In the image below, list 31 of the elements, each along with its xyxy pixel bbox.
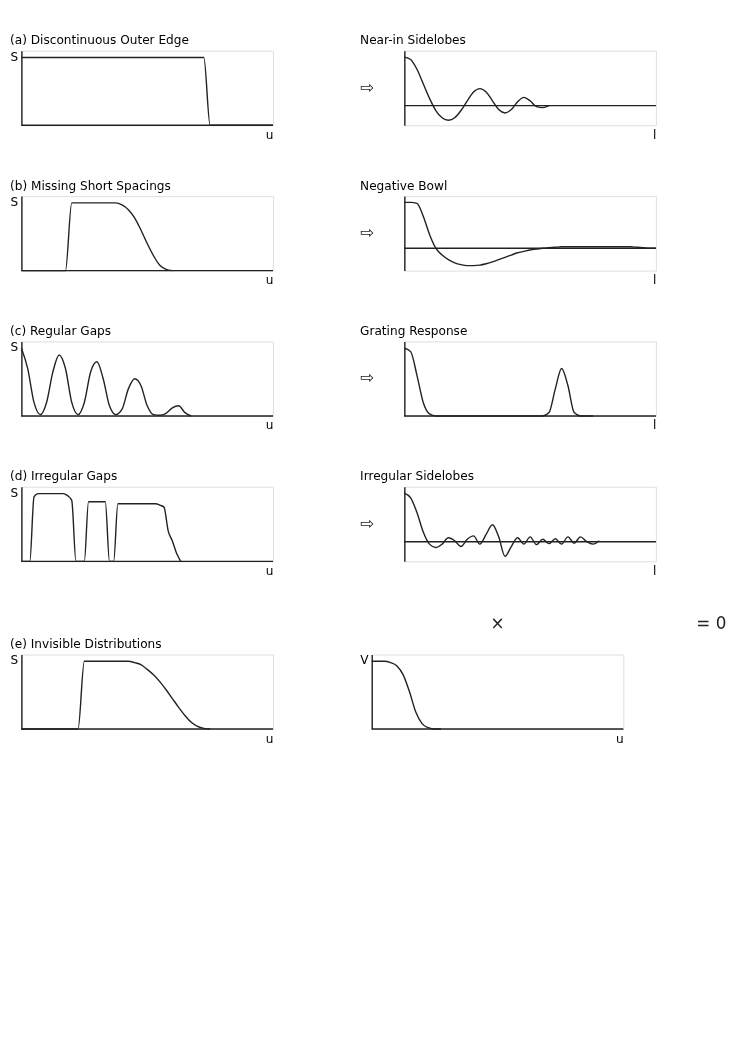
chart-title: (d) Irregular Gaps [10, 469, 118, 484]
x-axis-title: l [653, 127, 657, 142]
y-axis-title: V [360, 653, 370, 668]
y-axis-title: S [10, 49, 19, 64]
chart-title: Irregular Sidelobes [360, 469, 474, 484]
x-axis-title: u [265, 563, 274, 578]
y-axis-title: S [10, 194, 19, 209]
chart-title: (b) Missing Short Spacings [10, 178, 171, 193]
y-axis-title: S [10, 653, 19, 668]
text: ⇨ [360, 512, 375, 533]
x-axis-title: u [616, 731, 624, 746]
chart-title: Negative Bowl [360, 178, 448, 193]
x-axis-title: l [653, 563, 657, 578]
x-axis-title: u [265, 127, 274, 142]
x-axis-title: u [265, 418, 274, 433]
text: ⇨ [360, 222, 375, 243]
x-axis-title: l [653, 418, 657, 433]
x-axis-title: u [265, 273, 274, 288]
chart-title: Near-in Sidelobes [360, 33, 466, 48]
chart-title: Grating Response [360, 323, 468, 338]
chart-title: (a) Discontinuous Outer Edge [10, 33, 189, 48]
chart-title: (e) Invisible Distributions [10, 636, 162, 651]
text: = 0 [696, 613, 727, 634]
text: ⇨ [360, 76, 375, 97]
text: ⇨ [360, 367, 375, 388]
y-axis-title: S [10, 340, 19, 355]
chart-title: (c) Regular Gaps [10, 323, 112, 338]
y-axis-title: S [10, 485, 19, 500]
x-axis-title: l [653, 273, 657, 288]
x-axis-title: u [265, 731, 274, 746]
text: × [490, 613, 505, 634]
